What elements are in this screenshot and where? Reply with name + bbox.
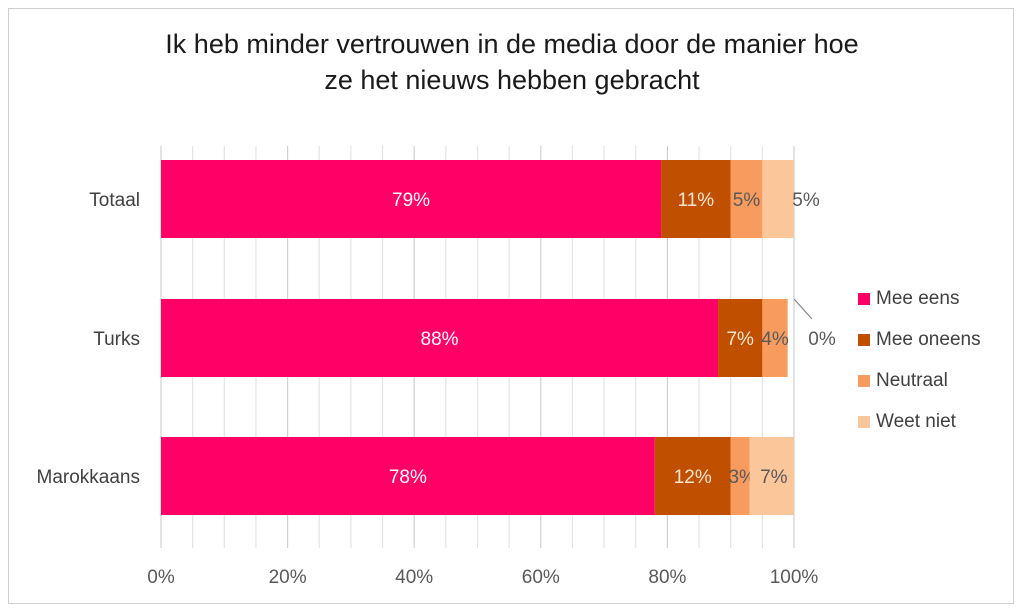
chart-title: Ik heb minder vertrouwen in de media doo… <box>0 26 1024 98</box>
bar-segment <box>762 299 788 377</box>
category-label: Marokkaans <box>37 467 141 488</box>
bar-segment <box>161 437 655 515</box>
bar-segment <box>661 160 731 238</box>
legend-item-neutraal: Neutraal <box>858 360 981 401</box>
legend-swatch <box>858 415 870 428</box>
data-label: 12% <box>674 467 712 488</box>
bar-segment <box>730 437 750 515</box>
data-label: 7% <box>726 329 754 350</box>
chart-title-line-2: ze het nieuws hebben gebracht <box>324 65 700 95</box>
bar-segment <box>654 437 731 515</box>
category-label: Turks <box>93 329 140 350</box>
legend-label: Mee eens <box>876 287 960 309</box>
legend-item-mee-eens: Mee eens <box>858 278 981 319</box>
data-label: 3% <box>728 467 756 488</box>
category-label: Totaal <box>89 190 140 211</box>
legend-item-mee-oneens: Mee oneens <box>858 319 981 360</box>
legend-label: Mee oneens <box>876 328 981 350</box>
bar-segment <box>730 160 763 238</box>
bar-segment <box>718 299 763 377</box>
x-tick-label: 100% <box>770 567 819 588</box>
legend-item-weet-niet: Weet niet <box>858 401 981 442</box>
x-tick-label: 0% <box>147 567 175 588</box>
leader-line <box>793 298 813 320</box>
data-label: 7% <box>760 467 788 488</box>
data-label: 79% <box>392 190 430 211</box>
x-tick-label: 40% <box>395 567 433 588</box>
bar-segment <box>161 299 719 377</box>
legend-swatch <box>858 374 870 387</box>
bar-segment <box>762 160 794 238</box>
data-label: 5% <box>733 190 761 211</box>
x-tick-label: 20% <box>269 567 307 588</box>
legend-label: Neutraal <box>876 369 948 391</box>
x-tick-label: 80% <box>648 567 686 588</box>
legend: Mee eens Mee oneens Neutraal Weet niet <box>858 278 981 442</box>
data-label: 78% <box>389 467 427 488</box>
bar-segment <box>161 160 662 238</box>
data-label: 4% <box>761 329 789 350</box>
data-label: 11% <box>678 190 715 211</box>
data-label: 5% <box>792 190 820 211</box>
legend-swatch <box>858 333 870 346</box>
legend-swatch <box>858 292 870 305</box>
legend-label: Weet niet <box>876 410 956 432</box>
data-label: 0% <box>808 329 836 350</box>
chart-title-line-1: Ik heb minder vertrouwen in de media doo… <box>165 29 859 59</box>
data-label: 88% <box>421 329 459 350</box>
x-tick-label: 60% <box>522 567 560 588</box>
bar-segment <box>749 437 794 515</box>
